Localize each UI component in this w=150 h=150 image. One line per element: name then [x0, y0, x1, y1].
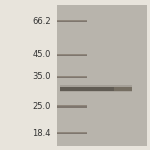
Bar [60, 87, 132, 91]
Bar [114, 87, 132, 91]
Text: 25.0: 25.0 [33, 102, 51, 111]
Bar [60, 85, 132, 87]
Bar [57, 54, 87, 55]
Bar [57, 20, 87, 21]
Bar [57, 20, 87, 22]
Text: 45.0: 45.0 [33, 50, 51, 59]
Bar [57, 4, 147, 146]
Text: 35.0: 35.0 [33, 72, 51, 81]
Bar [57, 132, 87, 134]
Text: 66.2: 66.2 [32, 17, 51, 26]
Bar [57, 76, 87, 78]
Bar [57, 105, 87, 108]
Bar [57, 132, 87, 133]
Bar [57, 105, 87, 106]
Bar [57, 76, 87, 77]
Text: 18.4: 18.4 [33, 129, 51, 138]
Bar [57, 54, 87, 56]
Bar [60, 91, 132, 92]
